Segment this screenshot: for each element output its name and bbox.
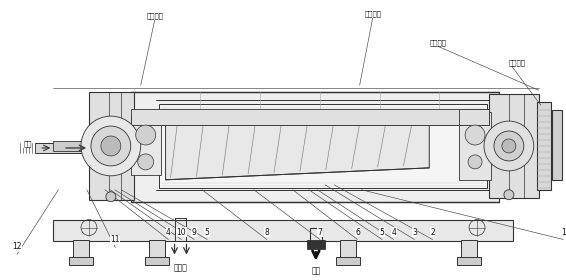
Polygon shape bbox=[166, 112, 429, 180]
Text: 5: 5 bbox=[205, 228, 209, 237]
Bar bbox=[131, 115, 161, 175]
Text: 机头法兰: 机头法兰 bbox=[429, 39, 446, 46]
Bar bbox=[158, 104, 487, 188]
Text: 1: 1 bbox=[561, 228, 565, 237]
Bar bbox=[145, 257, 169, 265]
Text: 11: 11 bbox=[110, 235, 120, 244]
Bar bbox=[131, 109, 489, 125]
Text: 9: 9 bbox=[192, 228, 197, 237]
Circle shape bbox=[91, 126, 131, 166]
Bar bbox=[340, 239, 355, 259]
Bar bbox=[53, 220, 513, 241]
Text: 4: 4 bbox=[391, 228, 396, 237]
Bar bbox=[459, 112, 491, 180]
Text: 4: 4 bbox=[166, 228, 171, 237]
Text: 注油脂孔: 注油脂孔 bbox=[365, 11, 382, 17]
Text: 7: 7 bbox=[318, 228, 322, 237]
Bar bbox=[73, 239, 89, 259]
Text: 3: 3 bbox=[412, 228, 417, 237]
Circle shape bbox=[101, 136, 121, 156]
Text: 12: 12 bbox=[12, 242, 22, 251]
Bar bbox=[69, 257, 93, 265]
Circle shape bbox=[106, 192, 116, 202]
Text: 8: 8 bbox=[264, 228, 269, 237]
Bar bbox=[552, 110, 561, 180]
Bar bbox=[307, 239, 325, 249]
Bar bbox=[489, 94, 539, 198]
Bar bbox=[131, 92, 499, 202]
Bar bbox=[457, 257, 481, 265]
Text: 10: 10 bbox=[177, 228, 186, 237]
Text: 注油脂孔: 注油脂孔 bbox=[147, 13, 164, 19]
Bar bbox=[537, 102, 551, 190]
Bar bbox=[459, 109, 489, 125]
Circle shape bbox=[81, 116, 141, 176]
Text: 6: 6 bbox=[355, 228, 360, 237]
Circle shape bbox=[494, 131, 524, 161]
Circle shape bbox=[138, 154, 153, 170]
Text: 5: 5 bbox=[380, 228, 384, 237]
Bar bbox=[461, 239, 477, 259]
Bar bbox=[53, 141, 521, 151]
Circle shape bbox=[136, 125, 156, 145]
Bar bbox=[149, 239, 165, 259]
Circle shape bbox=[468, 155, 482, 169]
Circle shape bbox=[484, 121, 534, 171]
Bar bbox=[336, 257, 359, 265]
Bar bbox=[89, 92, 134, 200]
Bar bbox=[35, 143, 91, 153]
Text: 注油脂孔: 注油脂孔 bbox=[509, 59, 526, 66]
Text: 进料: 进料 bbox=[23, 141, 32, 147]
Text: 澄清液: 澄清液 bbox=[174, 263, 187, 272]
Circle shape bbox=[465, 125, 485, 145]
Text: 2: 2 bbox=[430, 228, 435, 237]
Circle shape bbox=[502, 139, 516, 153]
Text: 沉渣: 沉渣 bbox=[311, 267, 320, 276]
Circle shape bbox=[504, 190, 514, 200]
